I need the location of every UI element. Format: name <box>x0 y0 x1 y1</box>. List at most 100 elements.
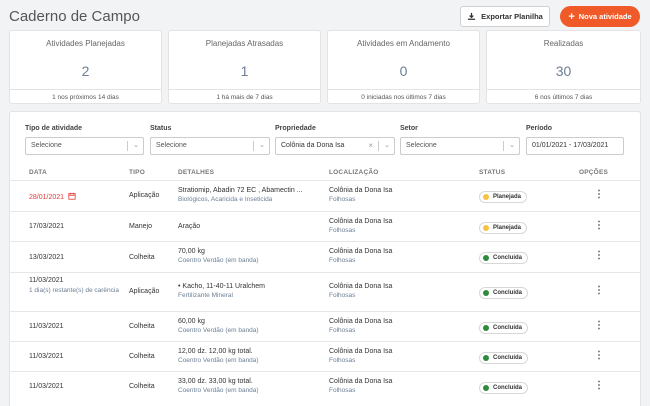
row-type: Aplicação <box>129 288 160 295</box>
download-icon <box>468 12 476 20</box>
card-in-progress: Atividades em Andamento 0 0 iniciadas no… <box>327 30 480 104</box>
card-value: 1 <box>240 63 249 79</box>
row-detail-main: 33,00 dz. 33,00 kg total. <box>178 378 253 385</box>
row-detail-main: 60,00 kg <box>178 318 205 325</box>
more-options-icon[interactable]: ⋮ <box>594 380 604 391</box>
filter-sector-select[interactable]: Selecione ⌄ <box>400 137 520 155</box>
row-type: Colheita <box>129 383 155 390</box>
row-detail-main: Aração <box>178 223 201 230</box>
row-type: Aplicação <box>129 192 160 199</box>
column-header-options: OPÇÕES <box>579 169 609 176</box>
chevron-down-icon: ⌄ <box>259 142 265 149</box>
row-date: 17/03/2021 <box>29 223 65 230</box>
card-footnote: 1 nos próximos 14 dias <box>10 89 161 105</box>
row-details: 70,00 kg Coentro Verdão (em banda) <box>178 248 259 264</box>
filter-type-select[interactable]: Selecione ⌄ <box>25 137 144 155</box>
status-badge: Concluída <box>479 352 529 364</box>
more-options-icon[interactable]: ⋮ <box>594 220 604 231</box>
status-badge: Planejada <box>479 191 528 203</box>
card-title: Atividades em Andamento <box>357 39 450 48</box>
row-location-sub: Folhosas <box>329 292 356 299</box>
column-header-details[interactable]: DETALHES <box>178 169 215 176</box>
filter-value: Selecione <box>406 142 437 149</box>
filter-value: Colônia da Dona Isa <box>281 142 345 149</box>
filter-label-sector: Setor <box>400 125 418 132</box>
row-location-sub: Folhosas <box>329 387 356 394</box>
row-detail-main: Stratiomip, Abadin 72 EC , Abamectin ... <box>178 187 303 194</box>
row-details: Aração <box>178 223 200 230</box>
row-location-main: Colônia da Dona Isa <box>329 248 393 255</box>
filter-label-status: Status <box>150 125 172 132</box>
row-date: 11/03/2021 1 dia(s) restante(s) de carên… <box>29 277 124 295</box>
page-header: Caderno de Campo Exportar Planilha + Nov… <box>0 0 650 30</box>
divider <box>253 141 254 151</box>
status-badge: Concluída <box>479 287 529 299</box>
column-header-location[interactable]: LOCALIZAÇÃO <box>329 169 379 176</box>
filter-label-period: Período <box>526 125 553 132</box>
column-header-type[interactable]: TIPO <box>129 169 145 176</box>
divider <box>503 141 504 151</box>
row-location: Colônia da Dona Isa Folhosas <box>329 218 392 234</box>
status-dot <box>483 325 489 331</box>
chevron-down-icon: ⌄ <box>509 142 515 149</box>
status-dot <box>483 194 489 200</box>
row-location-main: Colônia da Dona Isa <box>329 187 393 194</box>
card-footnote: 1 há mais de 7 dias <box>169 89 320 105</box>
filter-property-select[interactable]: Colônia da Dona Isa × ⌄ <box>275 137 395 155</box>
table-row[interactable]: 28/01/2021 Aplicação Stratiomip, Abadin … <box>10 180 640 211</box>
divider <box>378 141 379 151</box>
filter-status-select[interactable]: Selecione ⌄ <box>150 137 270 155</box>
row-location-sub: Folhosas <box>329 357 356 364</box>
table-row[interactable]: 11/03/2021 Colheita 12,00 dz. 12,00 kg t… <box>10 341 640 371</box>
column-header-status[interactable]: STATUS <box>479 169 506 176</box>
card-footnote: 6 nos últimos 7 dias <box>487 89 640 105</box>
row-detail-main: 12,00 dz. 12,00 kg total. <box>178 348 253 355</box>
row-detail-sub: Biológicos, Acaricida e Inseticida <box>178 196 273 203</box>
status-badge: Planejada <box>479 222 528 234</box>
page-title: Caderno de Campo <box>9 8 140 25</box>
card-title: Atividades Planejadas <box>46 39 125 48</box>
clear-icon[interactable]: × <box>368 141 373 150</box>
filter-period-input[interactable]: 01/01/2021 - 17/03/2021 <box>526 137 624 155</box>
row-detail-sub: Coentro Verdão (em banda) <box>178 357 259 364</box>
filter-value: 01/01/2021 - 17/03/2021 <box>532 142 609 149</box>
card-title: Realizadas <box>543 39 584 48</box>
plus-icon: + <box>568 10 575 23</box>
status-dot <box>483 355 489 361</box>
card-footnote: 0 iniciadas nos últimos 7 dias <box>328 89 479 105</box>
new-activity-label: Nova atividade <box>578 12 632 21</box>
filter-label-type: Tipo de atividade <box>25 125 83 132</box>
more-options-icon[interactable]: ⋮ <box>594 250 604 261</box>
status-badge: Concluída <box>479 322 529 334</box>
row-location-main: Colônia da Dona Isa <box>329 318 393 325</box>
chevron-down-icon: ⌄ <box>133 142 139 149</box>
export-spreadsheet-button[interactable]: Exportar Planilha <box>460 6 550 27</box>
column-header-date[interactable]: DATA <box>29 169 47 176</box>
new-activity-button[interactable]: + Nova atividade <box>560 6 640 27</box>
table-row[interactable]: 13/03/2021 Colheita 70,00 kg Coentro Ver… <box>10 241 640 272</box>
row-details: 12,00 dz. 12,00 kg total. Coentro Verdão… <box>178 348 259 364</box>
status-badge: Concluída <box>479 252 529 264</box>
row-date: 28/01/2021 <box>29 192 76 201</box>
row-type: Colheita <box>129 353 155 360</box>
more-options-icon[interactable]: ⋮ <box>594 189 604 200</box>
card-value: 0 <box>399 63 408 79</box>
filter-value: Selecione <box>156 142 187 149</box>
table-row[interactable]: 11/03/2021 1 dia(s) restante(s) de carên… <box>10 272 640 311</box>
row-type: Colheita <box>129 254 155 261</box>
divider <box>127 141 128 151</box>
row-detail-sub: Coentro Verdão (em banda) <box>178 327 259 334</box>
row-location: Colônia da Dona Isa Folhosas <box>329 348 392 364</box>
row-location: Colônia da Dona Isa Folhosas <box>329 283 392 299</box>
status-badge: Concluída <box>479 382 529 394</box>
more-options-icon[interactable]: ⋮ <box>594 285 604 296</box>
more-options-icon[interactable]: ⋮ <box>594 320 604 331</box>
filter-label-property: Propriedade <box>275 125 316 132</box>
card-completed: Realizadas 30 6 nos últimos 7 dias <box>486 30 641 104</box>
table-row[interactable]: 11/03/2021 Colheita 60,00 kg Coentro Ver… <box>10 311 640 341</box>
more-options-icon[interactable]: ⋮ <box>594 350 604 361</box>
table-row[interactable]: 17/03/2021 Manejo Aração Colônia da Dona… <box>10 211 640 241</box>
table-row[interactable]: 11/03/2021 Colheita 33,00 dz. 33,00 kg t… <box>10 371 640 406</box>
card-value: 30 <box>555 63 572 79</box>
row-details: 60,00 kg Coentro Verdão (em banda) <box>178 318 259 334</box>
